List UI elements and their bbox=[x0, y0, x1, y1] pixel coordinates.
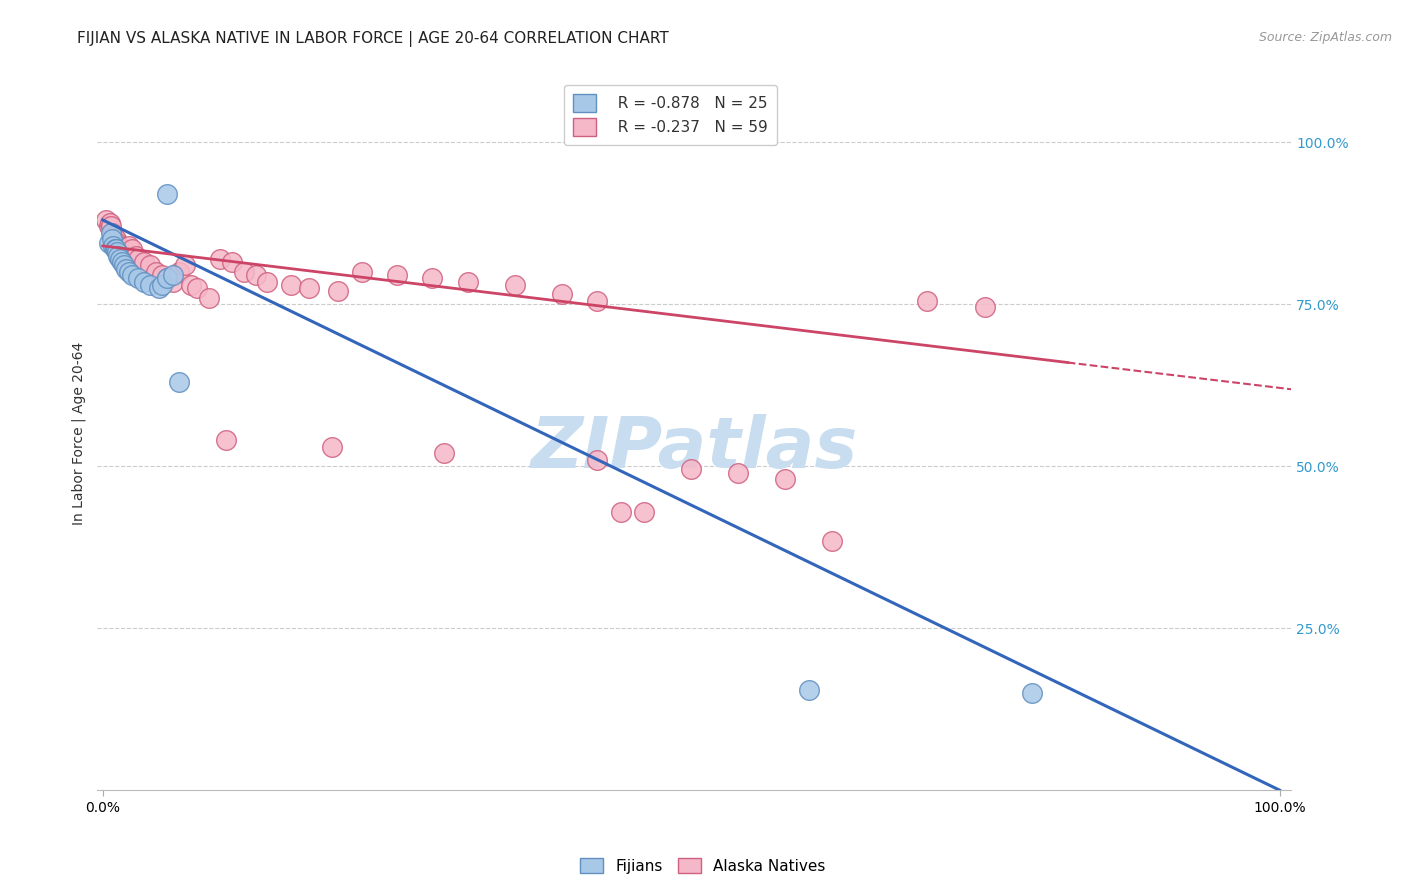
Point bbox=[221, 255, 243, 269]
Point bbox=[681, 462, 703, 476]
Point bbox=[110, 245, 132, 260]
Point bbox=[586, 293, 609, 308]
Point bbox=[105, 235, 128, 250]
Point bbox=[101, 226, 124, 240]
Point bbox=[110, 252, 132, 266]
Point bbox=[1021, 686, 1043, 700]
Point bbox=[104, 232, 127, 246]
Point bbox=[98, 216, 121, 230]
Legend: Fijians, Alaska Natives: Fijians, Alaska Natives bbox=[574, 852, 832, 880]
Point bbox=[974, 301, 997, 315]
Point bbox=[132, 255, 155, 269]
Point bbox=[633, 504, 655, 518]
Point bbox=[112, 258, 135, 272]
Point bbox=[174, 258, 197, 272]
Point bbox=[551, 287, 574, 301]
Point bbox=[139, 258, 162, 272]
Point bbox=[110, 255, 132, 269]
Point bbox=[245, 268, 267, 282]
Point bbox=[775, 472, 797, 486]
Point bbox=[105, 245, 128, 260]
Point bbox=[821, 533, 844, 548]
Point bbox=[115, 245, 138, 260]
Point bbox=[110, 242, 132, 256]
Point bbox=[111, 249, 134, 263]
Point bbox=[148, 281, 170, 295]
Point bbox=[350, 265, 373, 279]
Point bbox=[727, 466, 749, 480]
Point bbox=[107, 249, 129, 263]
Point bbox=[121, 242, 143, 256]
Point bbox=[107, 239, 129, 253]
Point bbox=[121, 268, 143, 282]
Point bbox=[127, 271, 149, 285]
Text: FIJIAN VS ALASKA NATIVE IN LABOR FORCE | AGE 20-64 CORRELATION CHART: FIJIAN VS ALASKA NATIVE IN LABOR FORCE |… bbox=[77, 31, 669, 47]
Point bbox=[100, 219, 122, 234]
Point bbox=[385, 268, 408, 282]
Point bbox=[145, 265, 167, 279]
Point bbox=[104, 242, 127, 256]
Point bbox=[103, 229, 125, 244]
Point bbox=[233, 265, 256, 279]
Point bbox=[101, 232, 124, 246]
Point bbox=[103, 232, 125, 246]
Point bbox=[162, 275, 184, 289]
Point bbox=[457, 275, 479, 289]
Point bbox=[150, 277, 173, 292]
Point bbox=[103, 242, 125, 256]
Point bbox=[433, 446, 456, 460]
Point bbox=[197, 291, 219, 305]
Point bbox=[115, 261, 138, 276]
Point bbox=[797, 682, 820, 697]
Point bbox=[139, 277, 162, 292]
Point bbox=[125, 249, 148, 263]
Point bbox=[97, 235, 120, 250]
Point bbox=[256, 275, 278, 289]
Point bbox=[586, 452, 609, 467]
Point bbox=[156, 271, 179, 285]
Point bbox=[156, 187, 179, 202]
Point bbox=[162, 268, 184, 282]
Point bbox=[215, 434, 238, 448]
Point bbox=[117, 265, 139, 279]
Point bbox=[209, 252, 232, 266]
Point bbox=[167, 265, 190, 279]
Point bbox=[915, 293, 938, 308]
Point bbox=[180, 277, 202, 292]
Point bbox=[112, 252, 135, 266]
Point bbox=[186, 281, 208, 295]
Point bbox=[150, 268, 173, 282]
Point bbox=[127, 252, 149, 266]
Point bbox=[103, 239, 125, 253]
Legend:   R = -0.878   N = 25,   R = -0.237   N = 59: R = -0.878 N = 25, R = -0.237 N = 59 bbox=[564, 85, 776, 145]
Point bbox=[156, 271, 179, 285]
Point bbox=[167, 375, 190, 389]
Point bbox=[326, 285, 349, 299]
Point bbox=[100, 226, 122, 240]
Y-axis label: In Labor Force | Age 20-64: In Labor Force | Age 20-64 bbox=[72, 343, 86, 525]
Point bbox=[132, 275, 155, 289]
Point bbox=[609, 504, 631, 518]
Text: Source: ZipAtlas.com: Source: ZipAtlas.com bbox=[1258, 31, 1392, 45]
Point bbox=[96, 213, 118, 227]
Point bbox=[108, 239, 131, 253]
Point bbox=[503, 277, 526, 292]
Point bbox=[420, 271, 443, 285]
Point bbox=[114, 249, 136, 263]
Text: ZIPatlas: ZIPatlas bbox=[530, 414, 858, 483]
Point bbox=[321, 440, 343, 454]
Point bbox=[298, 281, 321, 295]
Point bbox=[280, 277, 302, 292]
Point bbox=[97, 219, 120, 234]
Point bbox=[117, 239, 139, 253]
